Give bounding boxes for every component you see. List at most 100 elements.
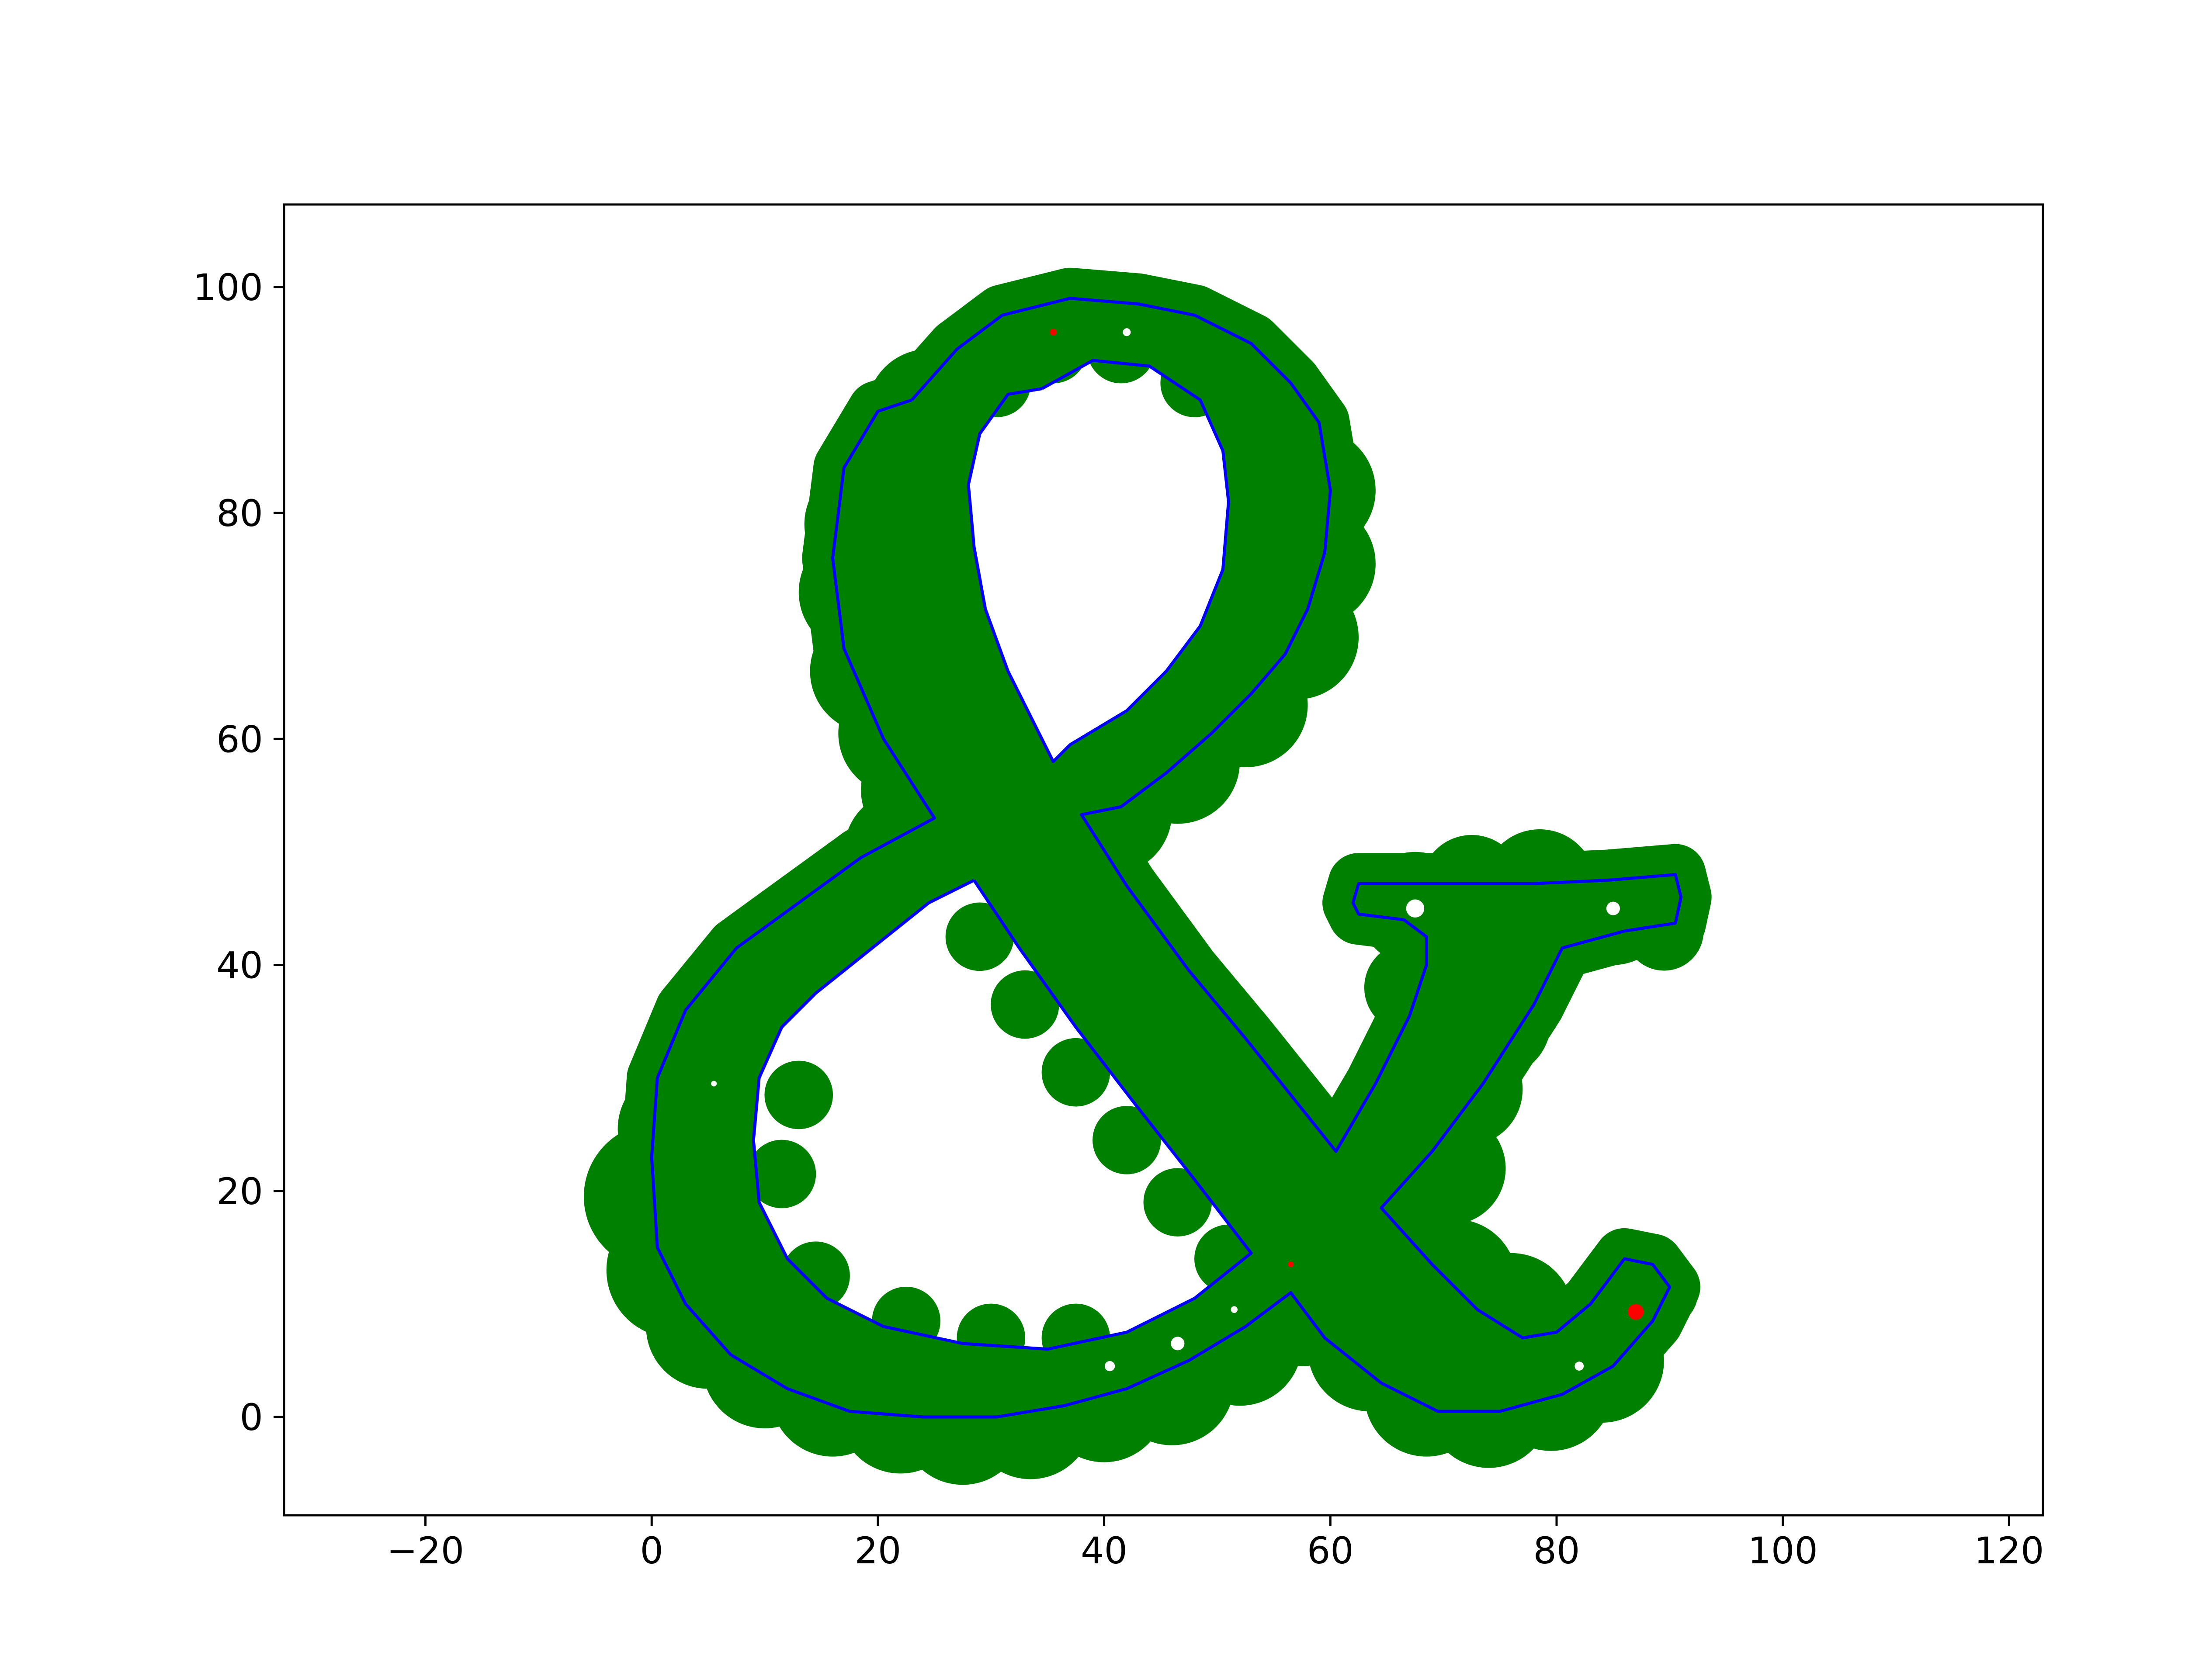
x-tick-label: 20 xyxy=(854,1529,901,1572)
fill-circle-core xyxy=(991,970,1059,1039)
fill-circle-core xyxy=(781,1241,850,1310)
x-tick-label: 0 xyxy=(640,1529,663,1572)
fill-circle-core xyxy=(1019,315,1088,384)
glyph-outline xyxy=(650,297,1683,1419)
counter-top-outline xyxy=(967,359,1230,763)
y-tick-label: 40 xyxy=(216,944,263,987)
fill-circle-core xyxy=(798,1360,867,1429)
white-dot xyxy=(1606,901,1620,915)
fill-circle-core xyxy=(1335,1315,1405,1384)
fill-circle-core xyxy=(1491,934,1554,996)
fill-circle-core xyxy=(1279,530,1348,598)
fill-circle-core xyxy=(1205,1309,1274,1378)
fill-circle-core xyxy=(1143,1168,1212,1237)
fill-circle-core xyxy=(1041,1303,1110,1372)
fill-circle-core xyxy=(1160,349,1229,417)
fill-circle-core xyxy=(1435,1058,1498,1121)
fill-circle-core xyxy=(895,377,963,446)
fill-circle-core xyxy=(996,1382,1065,1451)
fill-circle-core xyxy=(1217,1066,1286,1135)
fill-circle-core xyxy=(928,1388,997,1457)
fill-circle-core xyxy=(957,1303,1026,1372)
fill-circle-core xyxy=(1608,1299,1652,1343)
fill-circle-core xyxy=(1194,1224,1263,1293)
x-tick-label: −20 xyxy=(387,1529,464,1572)
fill-circle-core xyxy=(637,1233,712,1308)
fill-circle-core xyxy=(1092,1106,1161,1174)
fill-circle-core xyxy=(962,349,1031,417)
fill-circle-core xyxy=(1211,671,1280,739)
fill-circle-core xyxy=(872,1286,940,1355)
x-tick-label: 80 xyxy=(1533,1529,1580,1572)
white-dot xyxy=(1231,1306,1238,1313)
fill-circle-core xyxy=(764,1060,833,1129)
fill-circle-core xyxy=(1262,603,1331,672)
y-tick-label: 100 xyxy=(193,266,263,309)
fill-circle-core xyxy=(866,1377,935,1446)
y-tick-label: 60 xyxy=(216,718,263,761)
fill-circle-core xyxy=(645,1095,714,1163)
y-tick-label: 80 xyxy=(216,492,263,535)
fill-circle-core xyxy=(1166,1004,1235,1073)
red-marker xyxy=(1628,1304,1644,1320)
fill-circle-core xyxy=(764,914,833,983)
fill-circle-core xyxy=(1418,1137,1481,1200)
fill-circle-core xyxy=(730,1332,799,1400)
x-tick-label: 120 xyxy=(1974,1529,2044,1572)
fill-circle-core xyxy=(1463,990,1526,1053)
fill-circle-core xyxy=(838,637,907,706)
fill-circle-core xyxy=(1268,1270,1336,1338)
fill-circle-core xyxy=(1516,1354,1585,1423)
fill-circle-core xyxy=(1454,1371,1523,1440)
fill-circle-core xyxy=(1262,1128,1331,1197)
counter-bottom-hole xyxy=(753,880,1252,1349)
fill-circle-core xyxy=(668,1027,737,1095)
fill-circle-core xyxy=(849,433,918,502)
white-dot xyxy=(711,1081,717,1087)
x-tick-label: 100 xyxy=(1748,1529,1817,1572)
fill-circle-core xyxy=(1030,880,1099,949)
x-tick-label: 60 xyxy=(1307,1529,1354,1572)
x-axis: −20 0 20 40 60 80 100 120 xyxy=(387,1515,2044,1572)
fill-circle-core xyxy=(1070,1365,1138,1434)
fill-circle-core xyxy=(821,868,890,937)
fill-circle-core xyxy=(1568,1326,1636,1395)
red-marker xyxy=(1288,1261,1294,1268)
fill-circle-core xyxy=(1279,456,1348,525)
fill-circle-core xyxy=(747,1140,816,1209)
fill-circle-core xyxy=(1384,963,1435,1013)
fill-circle-core xyxy=(1477,1281,1546,1350)
fill-circle-core xyxy=(713,970,782,1039)
data-marks xyxy=(583,267,1712,1485)
fill-circle-core xyxy=(1138,1349,1207,1417)
plot-area xyxy=(583,267,1712,1485)
white-dot xyxy=(1123,328,1131,336)
fill-circle-core xyxy=(1087,315,1155,384)
axes-frame xyxy=(283,203,2044,1517)
fill-circle-core xyxy=(1013,823,1082,892)
y-tick-label: 0 xyxy=(240,1396,263,1439)
fill-circle-core xyxy=(945,902,1014,971)
fill-circle-core xyxy=(1041,1038,1110,1107)
fill-circle-core xyxy=(1109,931,1178,999)
red-marker xyxy=(1050,329,1057,336)
fill-circle-core xyxy=(1508,855,1571,917)
fill-circle-core xyxy=(1443,858,1500,914)
fill-circle-core xyxy=(866,699,935,768)
white-dot xyxy=(1104,1361,1115,1372)
fill-circle-core xyxy=(826,558,895,627)
fill-circle-core xyxy=(832,490,901,559)
counter-bottom-outline xyxy=(752,879,1253,1351)
fill-circle-core xyxy=(617,1156,698,1237)
fill-circle-core xyxy=(1420,1247,1489,1316)
y-axis: 0 20 40 60 80 100 xyxy=(193,266,284,1439)
fill-circle-core xyxy=(1234,388,1303,457)
y-tick-label: 20 xyxy=(216,1170,263,1213)
fill-circle-core xyxy=(1645,1274,1683,1312)
fill-circle-core xyxy=(1393,1039,1449,1095)
x-tick-label: 40 xyxy=(1081,1529,1127,1572)
white-dot xyxy=(1575,1361,1584,1371)
fill-circle-core xyxy=(872,817,940,887)
